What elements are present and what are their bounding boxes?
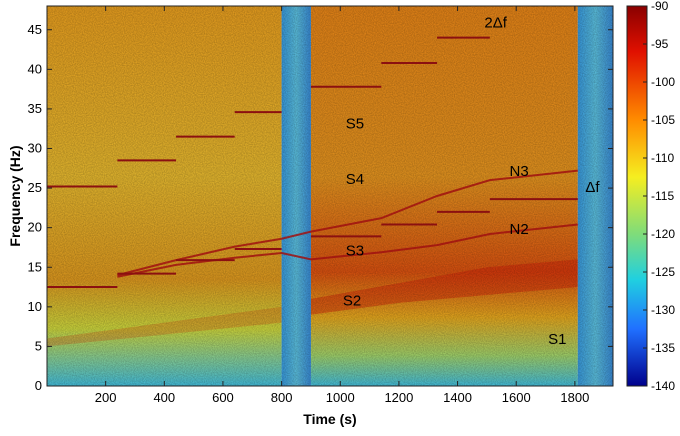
x-tick-label: 400 [153, 390, 175, 405]
colorbar-tick-label: -140 [651, 379, 675, 393]
colorbar-tick-label: -120 [651, 227, 675, 241]
colorbar-tick-label: -90 [651, 0, 669, 13]
annotation-label: Δf [585, 179, 600, 196]
colorbar-tick-label: -110 [651, 151, 674, 165]
annotation-label: S1 [548, 331, 566, 348]
annotation-label: S5 [346, 116, 364, 133]
x-tick-label: 1800 [560, 390, 589, 405]
x-tick-label: 200 [95, 390, 117, 405]
annotation-label: 2Δf [484, 14, 507, 31]
x-tick-label: 1000 [326, 390, 355, 405]
annotation-label: S2 [343, 292, 361, 309]
colorbar-tick-label: -105 [651, 113, 675, 127]
y-axis-label: Frequency (Hz) [7, 145, 23, 246]
annotation-label: N2 [510, 221, 529, 238]
colorbar-tick-label: -130 [651, 303, 675, 317]
colorbar-tick-label: -95 [651, 37, 669, 51]
x-tick-label: 800 [271, 390, 293, 405]
colorbar-tick-label: -135 [651, 341, 675, 355]
annotation-label: S3 [346, 242, 364, 259]
colorbar-tick-label: -115 [651, 189, 674, 203]
plot-frame [46, 5, 614, 387]
x-tick-label: 1400 [443, 390, 472, 405]
y-tick-label: 5 [35, 338, 42, 353]
x-tick-label: 1200 [384, 390, 413, 405]
y-tick-label: 40 [28, 61, 42, 76]
annotation-label: S4 [346, 171, 364, 188]
annotation-label: N3 [510, 163, 529, 180]
y-tick-label: 20 [28, 220, 42, 235]
colorbar-tick-label: -100 [651, 75, 675, 89]
x-tick-label: 1600 [502, 390, 531, 405]
x-tick-label: 600 [212, 390, 234, 405]
x-axis-label: Time (s) [303, 411, 356, 427]
sweep-line [117, 169, 578, 277]
colorbar-tick-label: -125 [651, 265, 675, 279]
y-tick-label: 35 [28, 101, 42, 116]
y-tick-label: 25 [28, 180, 42, 195]
noise-texture [47, 6, 613, 386]
y-tick-label: 30 [28, 141, 42, 156]
y-tick-label: 10 [28, 299, 42, 314]
y-tick-label: 45 [28, 22, 42, 37]
sweep-line [117, 223, 578, 278]
y-tick-label: 0 [35, 378, 42, 393]
y-tick-label: 15 [28, 259, 42, 274]
